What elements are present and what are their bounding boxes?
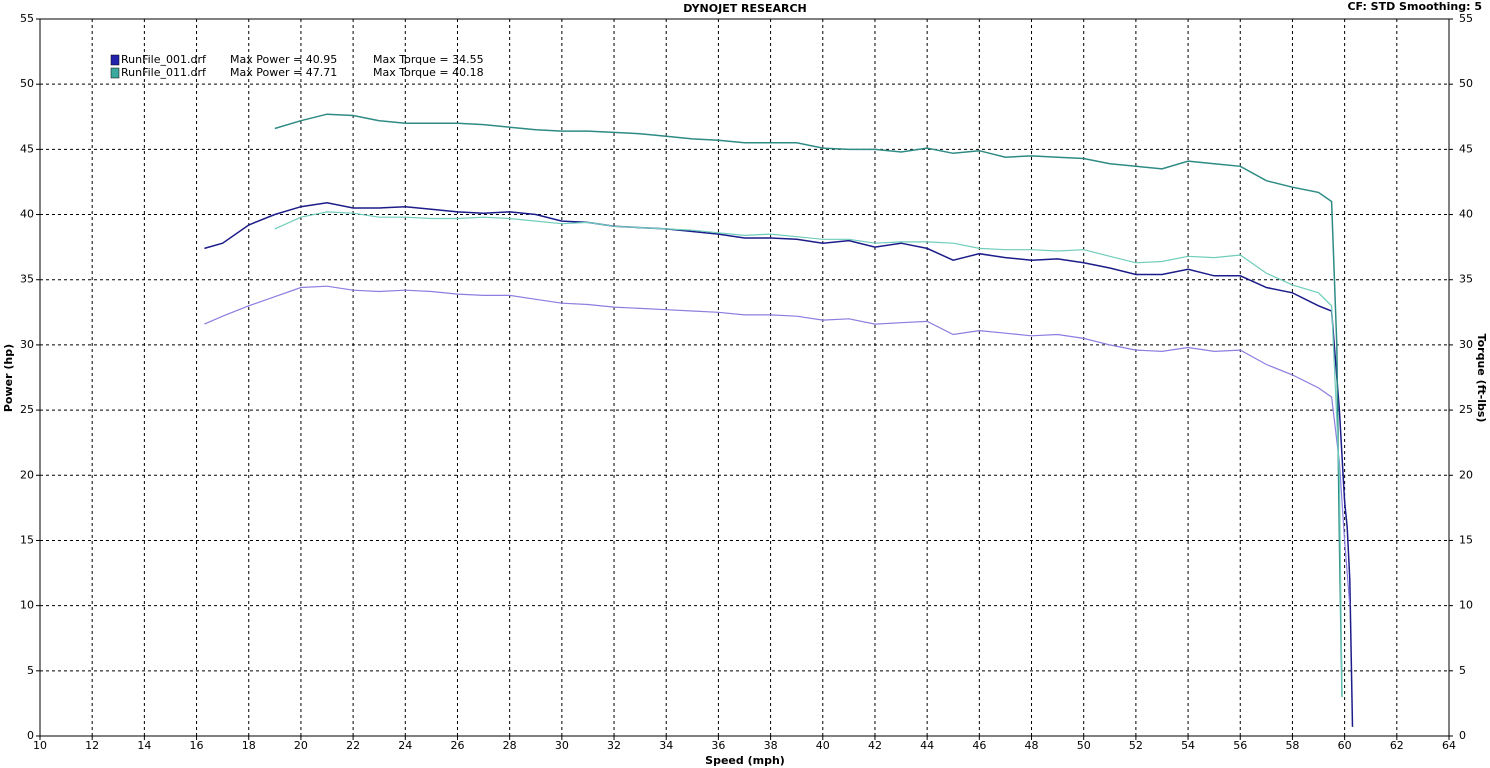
settings-label: CF: STD Smoothing: 5 [1347, 0, 1482, 13]
x-tick-label: 26 [450, 739, 464, 752]
x-tick-label: 20 [294, 739, 308, 752]
y-tick-label: 55 [20, 12, 34, 25]
x-tick-label: 12 [85, 739, 99, 752]
x-tick-label: 46 [972, 739, 986, 752]
x-tick-label: 48 [1025, 739, 1039, 752]
series-line [204, 285, 1351, 606]
y2-tick-label: 0 [1459, 729, 1466, 742]
y2-axis-label: Torque (ft-lbs) [1475, 334, 1488, 423]
x-tick-label: 16 [190, 739, 204, 752]
plot-frame [39, 18, 1450, 737]
legend-torque: Max Torque = 40.18 [373, 66, 484, 79]
x-axis-label: Speed (mph) [705, 754, 785, 767]
legend-swatch [110, 54, 120, 66]
x-tick-label: 52 [1129, 739, 1143, 752]
series-line [274, 113, 1343, 697]
y-axis-label: Power (hp) [2, 344, 15, 412]
x-tick-label: 54 [1181, 739, 1195, 752]
series-line [204, 202, 1354, 727]
chart-title: DYNOJET RESEARCH [683, 2, 806, 15]
legend-swatch [110, 67, 120, 79]
y-tick-label: 45 [20, 142, 34, 155]
x-tick-label: 64 [1442, 739, 1456, 752]
x-tick-label: 56 [1233, 739, 1247, 752]
x-tick-label: 18 [242, 739, 256, 752]
y2-tick-label: 30 [1459, 338, 1473, 351]
y-tick-label: 30 [20, 338, 34, 351]
legend-file: RunFile_001.drf [121, 53, 207, 66]
y-tick-label: 35 [20, 273, 34, 286]
legend-power: Max Power = 47.71 [230, 66, 337, 79]
y-tick-label: 20 [20, 468, 34, 481]
x-tick-label: 58 [1285, 739, 1299, 752]
y2-tick-label: 50 [1459, 77, 1473, 90]
y2-tick-label: 45 [1459, 142, 1473, 155]
x-tick-label: 36 [711, 739, 725, 752]
x-tick-label: 24 [398, 739, 412, 752]
x-tick-label: 42 [868, 739, 882, 752]
x-tick-label: 62 [1390, 739, 1404, 752]
y2-tick-label: 20 [1459, 468, 1473, 481]
x-tick-label: 40 [816, 739, 830, 752]
legend-torque: Max Torque = 34.55 [373, 53, 484, 66]
legend-power: Max Power = 40.95 [230, 53, 337, 66]
y2-tick-label: 25 [1459, 403, 1473, 416]
legend-file: RunFile_011.drf [121, 66, 207, 79]
x-tick-label: 32 [607, 739, 621, 752]
y2-tick-label: 10 [1459, 599, 1473, 612]
y-tick-label: 0 [27, 729, 34, 742]
y2-tick-label: 55 [1459, 12, 1473, 25]
x-tick-label: 44 [920, 739, 934, 752]
y2-tick-label: 35 [1459, 273, 1473, 286]
x-tick-label: 38 [764, 739, 778, 752]
x-tick-label: 60 [1338, 739, 1352, 752]
x-tick-label: 50 [1077, 739, 1091, 752]
y-tick-label: 15 [20, 533, 34, 546]
series-line [274, 211, 1343, 697]
y2-tick-label: 15 [1459, 533, 1473, 546]
y-tick-label: 25 [20, 403, 34, 416]
x-tick-label: 22 [346, 739, 360, 752]
y-tick-label: 10 [20, 599, 34, 612]
x-tick-label: 34 [659, 739, 673, 752]
y2-tick-label: 40 [1459, 208, 1473, 221]
x-tick-label: 14 [137, 739, 151, 752]
x-tick-label: 30 [555, 739, 569, 752]
y-tick-label: 5 [27, 664, 34, 677]
x-tick-label: 28 [503, 739, 517, 752]
x-tick-label: 10 [33, 739, 47, 752]
y-tick-label: 50 [20, 77, 34, 90]
y-tick-label: 40 [20, 208, 34, 221]
y2-tick-label: 5 [1459, 664, 1466, 677]
